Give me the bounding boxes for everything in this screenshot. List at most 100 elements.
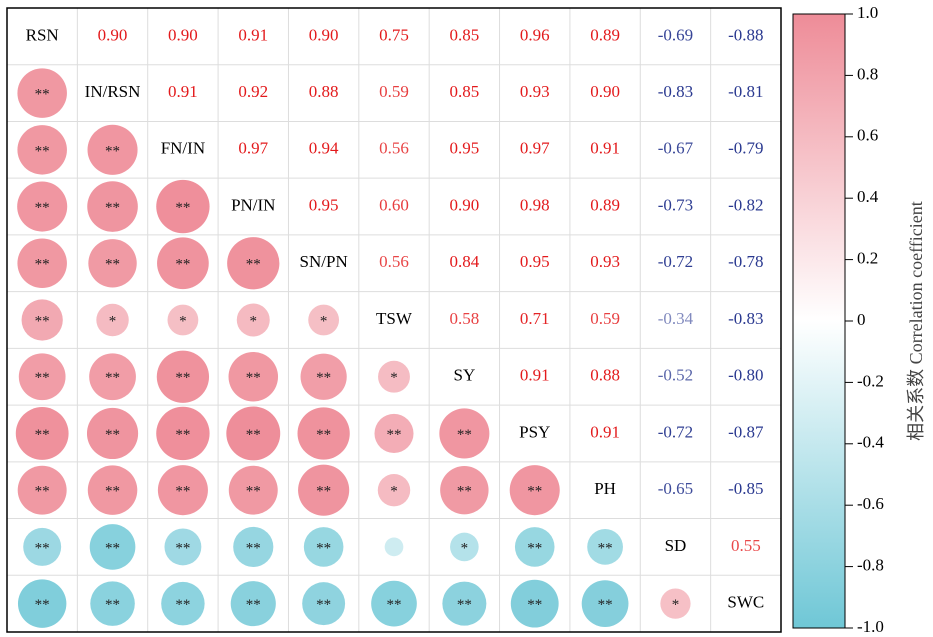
- value-label: -0.80: [728, 366, 763, 385]
- variable-label: PN/IN: [231, 195, 275, 214]
- significance-label: **: [35, 87, 50, 103]
- significance-label: **: [246, 257, 261, 273]
- correlation-circle: [15, 407, 69, 460]
- correlation-circle: [228, 465, 278, 515]
- colorbar-tick-label: -0.4: [857, 433, 884, 452]
- value-label: 0.91: [168, 82, 198, 101]
- significance-label: **: [527, 540, 542, 556]
- correlation-circle: [157, 237, 209, 290]
- value-label: 0.55: [731, 536, 761, 555]
- correlation-circle: [17, 238, 67, 289]
- value-label: 0.97: [520, 139, 550, 158]
- variable-label: SY: [453, 366, 475, 385]
- value-label: -0.82: [728, 195, 763, 214]
- significance-label: **: [387, 427, 402, 443]
- colorbar-tick-label: 0.4: [857, 187, 879, 206]
- correlation-circle: [230, 581, 276, 627]
- significance-label: **: [105, 143, 120, 159]
- variable-label: PH: [594, 479, 616, 498]
- correlation-circle: [303, 527, 344, 567]
- significance-label: **: [457, 427, 472, 443]
- value-label: 0.96: [520, 25, 550, 44]
- significance-label: **: [175, 597, 190, 613]
- value-label: 0.60: [379, 195, 409, 214]
- correlation-circle: [514, 527, 555, 567]
- significance-label: **: [246, 597, 261, 613]
- variable-label: RSN: [26, 25, 59, 44]
- variable-label: TSW: [376, 309, 413, 328]
- significance-label: **: [35, 143, 50, 159]
- significance-label: **: [105, 597, 120, 613]
- correlation-circle: [509, 465, 560, 516]
- significance-label: *: [320, 313, 328, 329]
- significance-label: **: [175, 484, 190, 500]
- correlation-circle: [377, 473, 411, 507]
- correlation-circle: [161, 581, 205, 626]
- significance-label: **: [527, 597, 542, 613]
- correlation-circle: [157, 465, 208, 516]
- correlation-circle: [226, 406, 281, 461]
- value-label: -0.87: [728, 422, 764, 441]
- variable-label: SD: [665, 536, 687, 555]
- significance-label: **: [246, 427, 261, 443]
- value-label: 0.93: [520, 82, 550, 101]
- variable-label: SWC: [727, 593, 764, 612]
- correlation-circle: [17, 465, 67, 515]
- significance-label: **: [105, 257, 120, 273]
- significance-label: **: [527, 484, 542, 500]
- significance-label: **: [105, 427, 120, 443]
- correlation-circle: [87, 181, 138, 232]
- significance-label: **: [175, 200, 190, 216]
- value-label: 0.89: [590, 195, 620, 214]
- significance-label: **: [387, 597, 402, 613]
- value-label: -0.85: [728, 479, 763, 498]
- significance-label: **: [105, 200, 120, 216]
- correlation-circle: [384, 537, 404, 557]
- correlation-circle: [18, 353, 66, 401]
- significance-label: **: [35, 427, 50, 443]
- colorbar-tick-label: -1.0: [857, 617, 884, 636]
- colorbar-tick-label: 0.6: [857, 126, 878, 145]
- variable-label: SN/PN: [300, 252, 348, 271]
- colorbar-tick-label: 1.0: [857, 3, 878, 22]
- correlation-circle: [156, 406, 210, 461]
- value-label: -0.88: [728, 25, 763, 44]
- value-label: 0.90: [98, 25, 128, 44]
- value-label: 0.88: [590, 366, 620, 385]
- correlation-circle: [17, 579, 67, 628]
- correlation-circle: [378, 360, 410, 393]
- value-label: 0.92: [238, 82, 268, 101]
- significance-label: **: [316, 597, 331, 613]
- value-label: 0.88: [309, 82, 339, 101]
- colorbar-tick-label: -0.2: [857, 371, 884, 390]
- correlation-circle: [87, 465, 138, 515]
- variable-label: FN/IN: [161, 139, 205, 158]
- value-label: 0.59: [590, 309, 620, 328]
- value-label: 0.84: [449, 252, 479, 271]
- correlation-circle: [17, 181, 68, 232]
- significance-label: **: [35, 200, 50, 216]
- correlation-circle: [581, 580, 629, 628]
- correlation-circle: [302, 582, 346, 626]
- colorbar-tick-label: 0.2: [857, 249, 878, 268]
- value-label: 0.97: [238, 139, 268, 158]
- significance-label: **: [35, 313, 50, 329]
- significance-label: **: [175, 427, 190, 443]
- correlation-circle: [228, 351, 279, 402]
- value-label: 0.91: [520, 366, 550, 385]
- significance-label: **: [316, 540, 331, 556]
- significance-label: **: [457, 484, 472, 500]
- correlation-circle: [23, 527, 62, 566]
- value-label: 0.95: [309, 195, 339, 214]
- value-label: 0.91: [590, 139, 620, 158]
- significance-label: **: [105, 540, 120, 556]
- value-label: 0.56: [379, 252, 409, 271]
- significance-label: **: [35, 540, 50, 556]
- correlation-circle: [371, 580, 417, 627]
- significance-label: **: [246, 540, 261, 556]
- correlation-circle: [510, 579, 559, 628]
- correlation-circle: [587, 529, 623, 565]
- value-label: 0.90: [309, 25, 339, 44]
- value-label: -0.83: [728, 309, 763, 328]
